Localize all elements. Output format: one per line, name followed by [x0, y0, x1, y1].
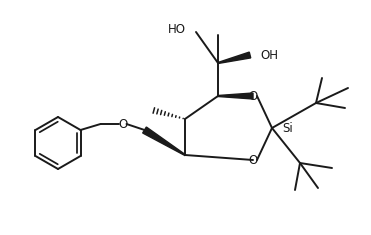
- Polygon shape: [143, 127, 185, 155]
- Polygon shape: [218, 52, 251, 63]
- Text: O: O: [118, 118, 127, 130]
- Text: OH: OH: [260, 48, 278, 62]
- Text: O: O: [248, 90, 257, 102]
- Text: O: O: [248, 153, 257, 167]
- Text: Si: Si: [282, 121, 293, 134]
- Text: HO: HO: [168, 23, 186, 35]
- Polygon shape: [218, 93, 253, 99]
